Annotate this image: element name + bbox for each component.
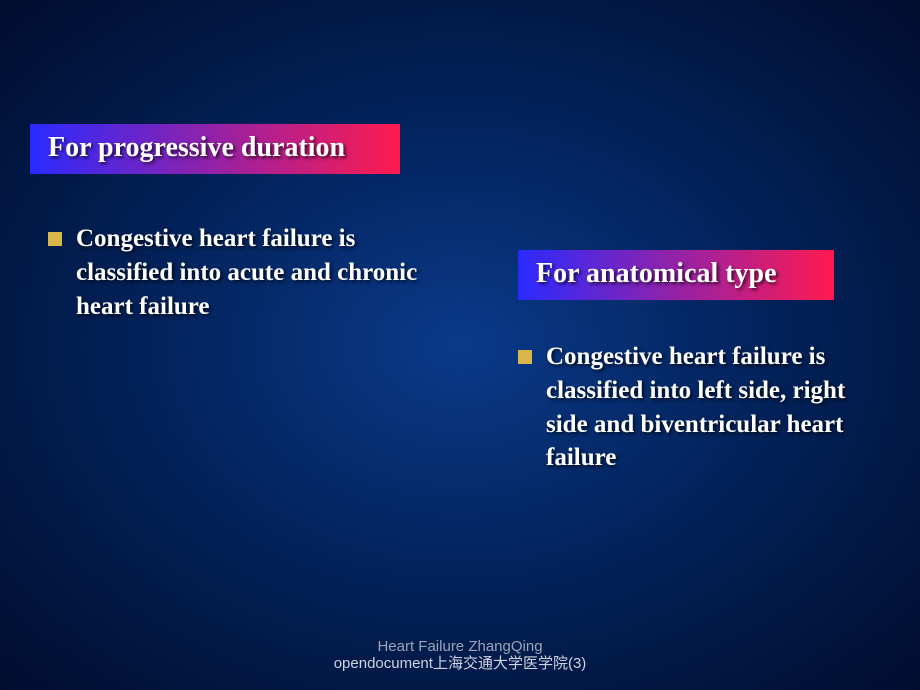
bullet-row: Congestive heart failure is classified i… bbox=[518, 340, 878, 475]
bullet-text-duration: Congestive heart failure is classified i… bbox=[76, 222, 428, 323]
footer-source: opendocument上海交通大学医学院(3) bbox=[0, 652, 920, 673]
bullet-square-icon bbox=[518, 350, 532, 364]
badge-progressive-duration: For progressive duration bbox=[30, 124, 400, 174]
slide: For progressive duration Congestive hear… bbox=[0, 0, 920, 690]
bullet-square-icon bbox=[48, 232, 62, 246]
badge-anatomical-type: For anatomical type bbox=[518, 250, 834, 300]
bullet-row: Congestive heart failure is classified i… bbox=[48, 222, 428, 323]
bullet-text-anatomical: Congestive heart failure is classified i… bbox=[546, 340, 878, 475]
bullet-block-anatomical: Congestive heart failure is classified i… bbox=[518, 340, 878, 475]
bullet-block-duration: Congestive heart failure is classified i… bbox=[48, 222, 428, 323]
